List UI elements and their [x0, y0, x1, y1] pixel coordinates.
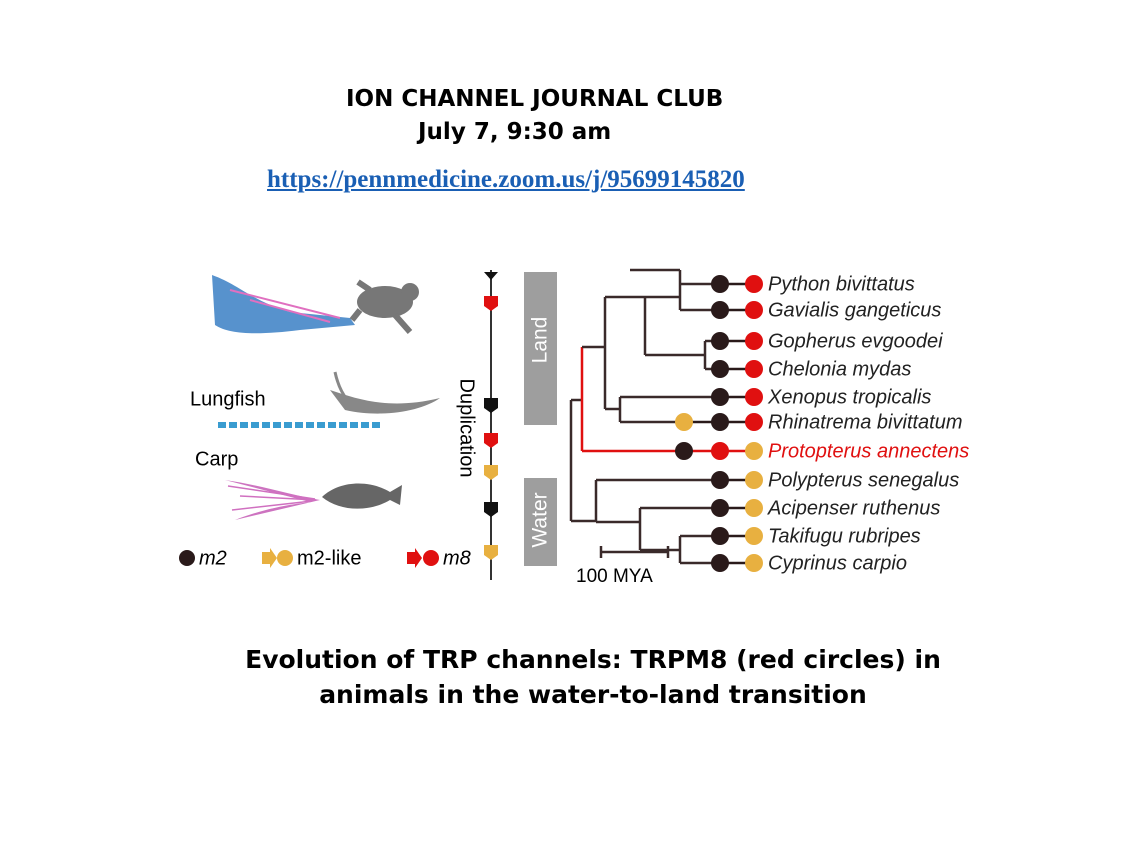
species-label: Python bivittatus [768, 273, 915, 295]
caption: animals in the water-to-land transition [319, 680, 867, 709]
gene-dot [745, 275, 763, 293]
species-label: Chelonia mydas [768, 358, 911, 380]
gene-dot [745, 527, 763, 545]
band-label: Water [529, 492, 552, 547]
gene-dot [711, 554, 729, 572]
gene-dot [711, 360, 729, 378]
gene-dot [711, 332, 729, 350]
species-label: Xenopus tropicalis [767, 386, 931, 408]
gene-dot [711, 388, 729, 406]
animal-label: Carp [195, 448, 238, 470]
illustrations [212, 275, 440, 520]
figure: Lungfish Carp Duplication Land Water [179, 268, 969, 587]
gene-dot [745, 332, 763, 350]
gene-markers [484, 272, 498, 560]
scale-label: 100 MYA [576, 566, 653, 587]
gene-dot [711, 301, 729, 319]
band-label: Land [529, 317, 552, 364]
species-rows: Python bivittatus Gavialis gangeticus Goph… [675, 273, 969, 574]
species-label: Gavialis gangeticus [768, 299, 941, 321]
date: July 7, 9:30 am [418, 119, 612, 145]
gene-dot [711, 413, 729, 431]
gene-dot [711, 527, 729, 545]
species-label: Rhinatrema bivittatum [768, 411, 963, 433]
species-label: Takifugu rubripes [768, 525, 921, 547]
animal-label: Lungfish [190, 388, 266, 410]
species-label: Protopterus annectens [768, 440, 969, 462]
gene-dot [745, 413, 763, 431]
band-label: Duplication [456, 379, 478, 478]
title: ION CHANNEL JOURNAL CLUB [346, 86, 724, 112]
gene-dot [745, 442, 763, 460]
gene-dot [711, 471, 729, 489]
species-label: Gopherus evgoodei [768, 330, 943, 352]
species-label: Acipenser ruthenus [767, 497, 940, 519]
species-label: Cyprinus carpio [768, 552, 907, 574]
phylogeny [569, 268, 720, 565]
legend-label: m2-like [297, 547, 361, 569]
gene-dot [745, 471, 763, 489]
gene-dot [745, 554, 763, 572]
gene-dot [745, 301, 763, 319]
caption: Evolution of TRP channels: TRPM8 (red ci… [245, 645, 941, 674]
gene-dot [745, 360, 763, 378]
meeting-link[interactable]: https://pennmedicine.zoom.us/j/956991458… [267, 166, 745, 193]
legend-label: m2 [199, 547, 227, 569]
species-label: Polypterus senegalus [768, 469, 959, 491]
gene-dot [675, 413, 693, 431]
gene-dot [745, 388, 763, 406]
gene-dot [711, 499, 729, 517]
gene-dot [711, 275, 729, 293]
legend-label: m8 [443, 547, 471, 569]
gene-dot [711, 442, 729, 460]
gene-dot [675, 442, 693, 460]
gene-dot [745, 499, 763, 517]
